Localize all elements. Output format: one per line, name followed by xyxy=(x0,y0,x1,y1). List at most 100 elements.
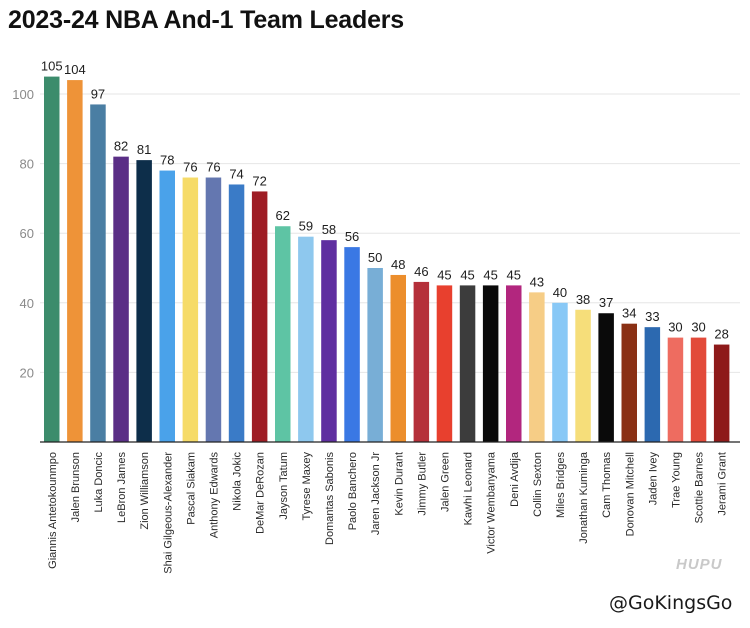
bar xyxy=(228,184,245,443)
bar xyxy=(67,80,83,442)
data-label: 97 xyxy=(91,86,105,101)
data-label: 46 xyxy=(414,264,428,279)
data-label: 82 xyxy=(114,139,128,154)
bar xyxy=(598,313,614,442)
data-label: 33 xyxy=(645,309,659,324)
y-tick-label: 20 xyxy=(20,365,34,380)
bar xyxy=(413,281,430,442)
data-label: 58 xyxy=(322,222,336,237)
x-tick-label: LeBron James xyxy=(116,452,128,523)
bar xyxy=(506,285,522,442)
x-tick-label: Jerami Grant xyxy=(717,452,729,516)
data-label: 30 xyxy=(668,320,682,335)
bar xyxy=(159,170,175,442)
bar xyxy=(275,226,291,442)
data-label: 76 xyxy=(206,160,220,175)
data-label: 62 xyxy=(276,208,290,223)
data-label: 72 xyxy=(252,173,266,188)
bar xyxy=(621,323,637,442)
x-tick-label: Jonathan Kuminga xyxy=(578,451,590,544)
x-axis-ticks: Giannis Antetokounmpo Jalen Brunson Luka D… xyxy=(47,451,729,574)
x-tick-label: Pascal Siakam xyxy=(185,452,197,525)
x-tick-label: Miles Bridges xyxy=(555,452,567,519)
x-tick-label: Nikola Jokic xyxy=(232,452,244,511)
y-tick-label: 40 xyxy=(20,296,34,311)
x-tick-label: Paolo Banchero xyxy=(347,452,359,530)
data-label: 30 xyxy=(691,320,705,335)
bar xyxy=(667,337,684,442)
data-label: 28 xyxy=(714,327,728,342)
data-label: 74 xyxy=(229,166,243,181)
bar xyxy=(575,309,591,442)
data-label: 45 xyxy=(507,267,521,282)
bar xyxy=(436,285,453,442)
x-tick-label: Shai Gilgeous-Alexander xyxy=(162,452,174,574)
bar xyxy=(321,240,337,442)
data-label: 34 xyxy=(622,306,636,321)
x-tick-label: Donovan Mitchell xyxy=(624,452,636,536)
bar xyxy=(459,285,476,442)
bar xyxy=(44,76,60,442)
bar xyxy=(529,292,545,442)
y-axis-ticks: 20 40 60 80 100 xyxy=(12,87,34,380)
bar xyxy=(136,160,152,442)
x-tick-label: Zion Williamson xyxy=(139,452,151,530)
bar xyxy=(644,327,661,442)
data-label: 104 xyxy=(64,62,86,77)
x-tick-label: Jayson Tatum xyxy=(278,452,290,520)
bar xyxy=(552,302,568,442)
data-label: 45 xyxy=(437,267,451,282)
data-label: 76 xyxy=(183,160,197,175)
data-label: 105 xyxy=(41,59,63,74)
x-tick-label: Collin Sexton xyxy=(532,452,544,517)
x-tick-label: Jalen Green xyxy=(439,452,451,512)
data-label: 38 xyxy=(576,292,590,307)
data-labels: 105 104 97 82 81 78 76 76 74 72 62 59 58 56 50 48 46 45 45… xyxy=(41,59,729,342)
y-tick-label: 60 xyxy=(20,226,34,241)
data-label: 48 xyxy=(391,257,405,272)
bar xyxy=(113,156,129,442)
data-label: 56 xyxy=(345,229,359,244)
bar xyxy=(298,236,314,442)
data-label: 37 xyxy=(599,295,613,310)
data-label: 81 xyxy=(137,142,151,157)
x-tick-label: Deni Avdija xyxy=(509,451,521,507)
data-label: 43 xyxy=(530,274,544,289)
x-tick-label: Luka Doncic xyxy=(93,452,105,513)
bars xyxy=(44,76,730,443)
x-tick-label: Domantas Sabonis xyxy=(324,452,336,545)
data-label: 50 xyxy=(368,250,382,265)
y-tick-label: 100 xyxy=(12,87,34,102)
x-tick-label: Jimmy Butler xyxy=(416,452,428,516)
x-tick-label: Scottie Barnes xyxy=(694,452,706,524)
bar xyxy=(390,274,406,442)
bar xyxy=(367,268,383,442)
x-tick-label: Victor Wembanyama xyxy=(486,451,498,554)
data-label: 78 xyxy=(160,153,174,168)
data-label: 59 xyxy=(299,219,313,234)
x-tick-label: Jaden Ivey xyxy=(647,452,659,506)
x-tick-label: Cam Thomas xyxy=(601,452,613,518)
x-tick-label: Trae Young xyxy=(670,452,682,508)
x-tick-label: DeMar DeRozan xyxy=(255,452,267,534)
x-tick-label: Jalen Brunson xyxy=(70,452,82,522)
y-tick-label: 80 xyxy=(20,157,34,172)
bar xyxy=(344,247,360,442)
bar xyxy=(713,344,730,442)
bar xyxy=(90,104,106,442)
credit-text: @GoKingsGo xyxy=(609,592,733,614)
x-tick-label: Anthony Edwards xyxy=(208,452,220,539)
watermark-logo: HUPU xyxy=(676,556,723,573)
x-tick-label: Jaren Jackson Jr xyxy=(370,452,382,535)
bar xyxy=(182,177,199,442)
data-label: 40 xyxy=(553,285,567,300)
x-tick-label: Kawhi Leonard xyxy=(463,452,475,525)
data-label: 45 xyxy=(483,267,497,282)
bar xyxy=(482,285,499,442)
bar xyxy=(205,177,222,442)
data-label: 45 xyxy=(460,267,474,282)
bar xyxy=(690,337,707,442)
x-tick-label: Tyrese Maxey xyxy=(301,452,313,521)
x-tick-label: Giannis Antetokounmpo xyxy=(47,452,59,569)
